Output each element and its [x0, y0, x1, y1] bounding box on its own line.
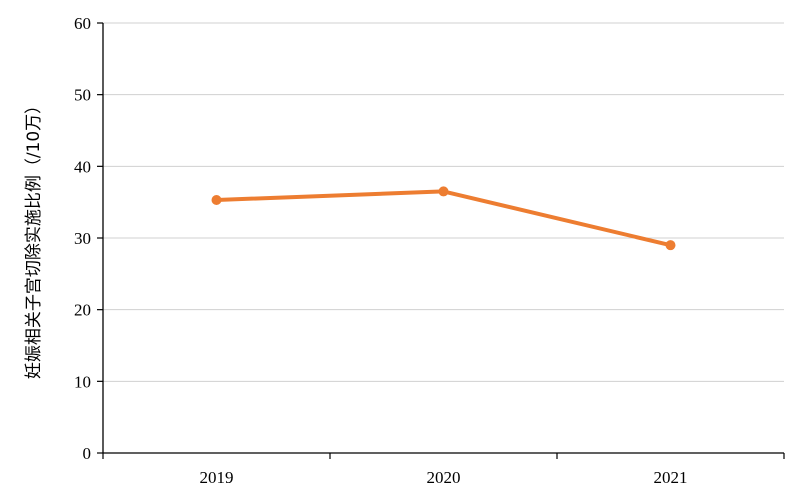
gridlines	[103, 22, 784, 382]
y-tick-label: 30	[74, 229, 91, 248]
y-axis-ticks: 0 10 20 30 40 50 60	[74, 14, 103, 463]
x-axis-ticks: 2019 2020 2021	[102, 453, 785, 487]
y-tick-label: 50	[74, 86, 91, 105]
y-tick-label: 40	[74, 157, 91, 176]
x-tick-label: 2020	[427, 468, 461, 487]
y-axis-title: 妊娠相关子宫切除实施比例（/10万）	[24, 97, 44, 379]
x-tick-label: 2021	[654, 468, 688, 487]
series-group	[211, 186, 676, 251]
data-point	[665, 240, 676, 251]
y-tick-label: 20	[74, 301, 91, 320]
y-tick-label: 0	[83, 444, 92, 463]
data-point	[438, 186, 449, 197]
series-line	[214, 189, 673, 248]
y-tick-label: 60	[74, 14, 91, 33]
y-tick-label: 10	[74, 372, 91, 391]
x-tick-label: 2019	[200, 468, 234, 487]
data-point	[211, 195, 222, 206]
